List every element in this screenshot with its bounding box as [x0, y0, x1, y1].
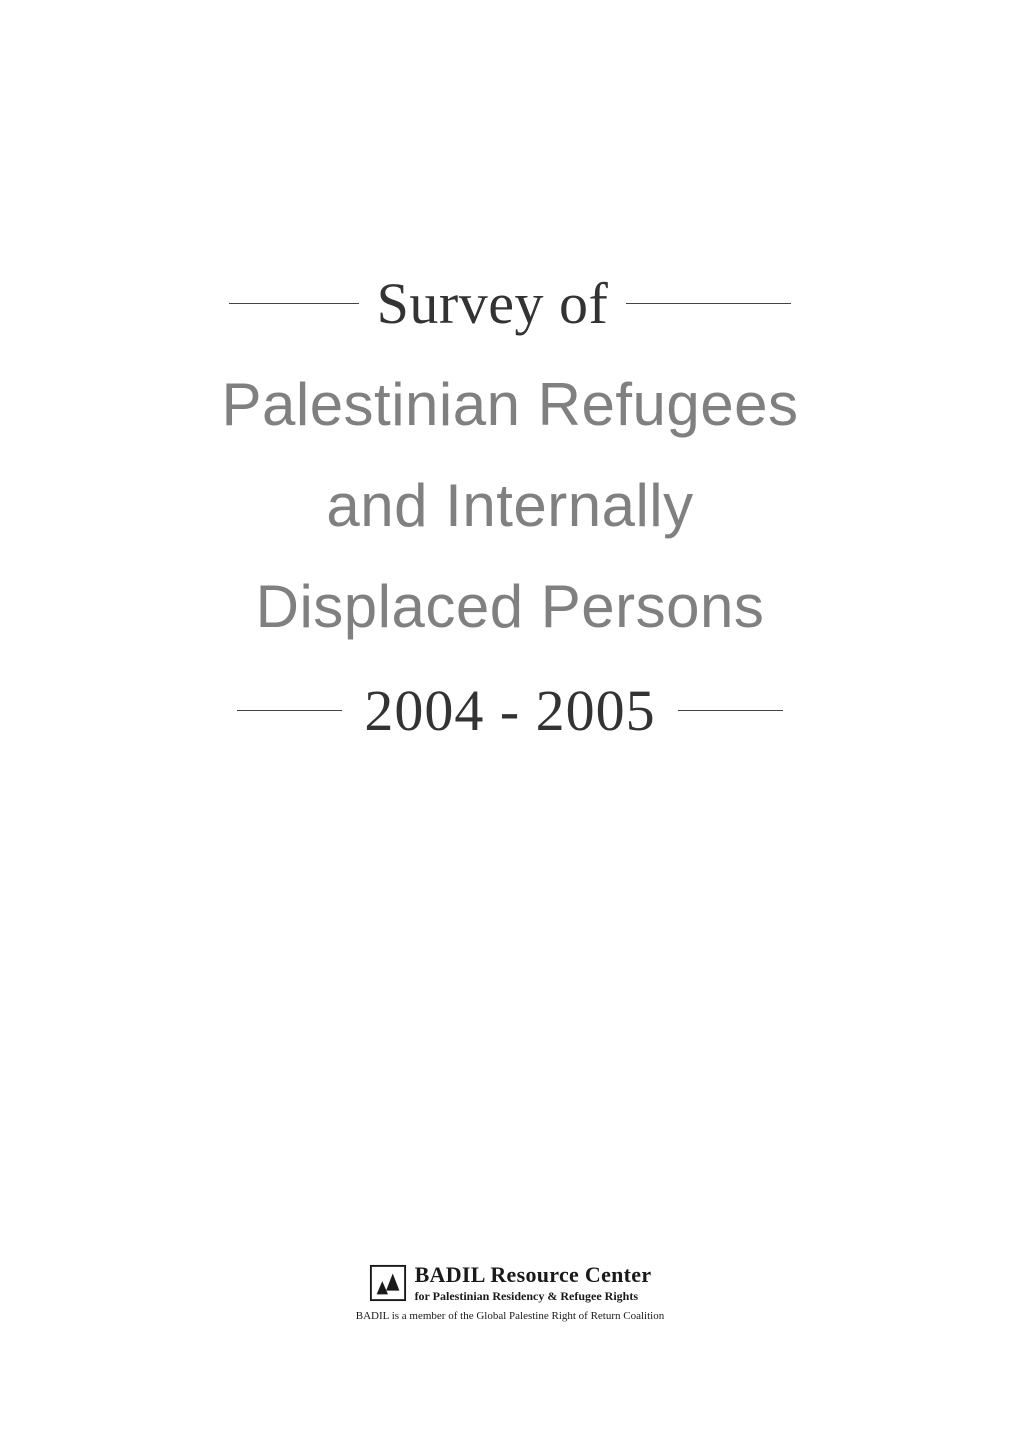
- org-name: BADIL Resource Center: [415, 1262, 652, 1288]
- horizontal-rule-left-bottom: [237, 710, 342, 711]
- org-tagline: BADIL is a member of the Global Palestin…: [270, 1310, 750, 1322]
- title-line-2: and Internally: [90, 458, 930, 554]
- title-block: Survey of Palestinian Refugees and Inter…: [90, 270, 930, 744]
- title-line-3: Displaced Persons: [90, 559, 930, 655]
- survey-label-row: Survey of: [90, 270, 930, 337]
- footer-block: BADIL Resource Center for Palestinian Re…: [270, 1262, 750, 1322]
- horizontal-rule-right: [626, 303, 791, 304]
- org-subtitle: for Palestinian Residency & Refugee Righ…: [415, 1289, 652, 1304]
- logo-row: BADIL Resource Center for Palestinian Re…: [270, 1262, 750, 1304]
- logo-text-block: BADIL Resource Center for Palestinian Re…: [415, 1262, 652, 1304]
- horizontal-rule-left: [229, 303, 359, 304]
- title-line-1: Palestinian Refugees: [90, 357, 930, 453]
- document-page: Survey of Palestinian Refugees and Inter…: [0, 0, 1020, 1432]
- main-title: Palestinian Refugees and Internally Disp…: [90, 357, 930, 655]
- horizontal-rule-right-bottom: [678, 710, 783, 711]
- year-row: 2004 - 2005: [90, 677, 930, 744]
- year-range: 2004 - 2005: [364, 677, 655, 744]
- survey-label: Survey of: [377, 270, 609, 337]
- badil-logo-icon: [369, 1264, 407, 1302]
